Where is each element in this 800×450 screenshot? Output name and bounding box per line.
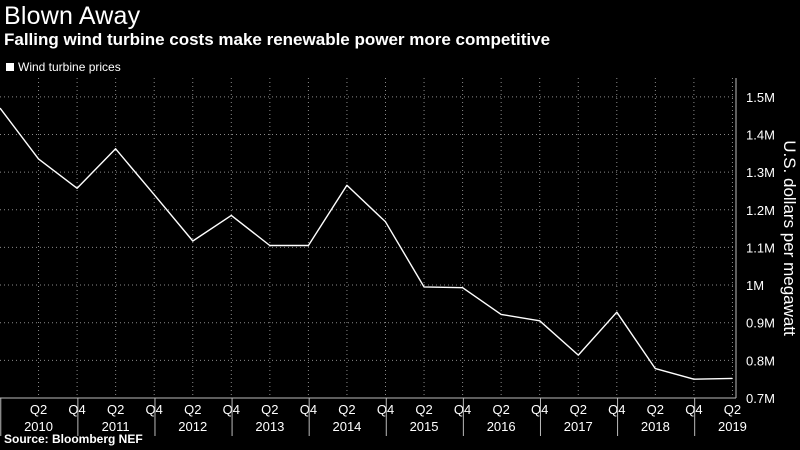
x-tick-label: Q4	[531, 402, 548, 417]
x-year-label: 2017	[564, 419, 593, 434]
x-year-label: 2010	[24, 419, 53, 434]
y-axis-label: U.S. dollars per megawatt	[780, 140, 799, 336]
x-tick-label: Q4	[685, 402, 702, 417]
x-tick-label: Q4	[68, 402, 85, 417]
y-tick-label: 0.7M	[746, 391, 775, 406]
y-tick-label: 1.5M	[746, 90, 775, 105]
x-tick-label: Q2	[107, 402, 124, 417]
x-tick-label: Q2	[338, 402, 355, 417]
x-year-label: 2011	[102, 419, 130, 434]
source-note: Source: Bloomberg NEF	[4, 432, 143, 446]
x-tick-label: Q4	[608, 402, 625, 417]
x-tick-label: Q2	[570, 402, 587, 417]
x-tick-label: Q2	[415, 402, 432, 417]
x-tick-label: Q2	[30, 402, 47, 417]
x-tick-label: Q2	[184, 402, 201, 417]
y-tick-label: 1.1M	[746, 240, 775, 255]
series-line	[0, 107, 733, 380]
x-year-label: 2018	[641, 419, 670, 434]
x-year-label: 2016	[487, 419, 516, 434]
x-tick-label: Q4	[377, 402, 394, 417]
x-year-label: 2014	[332, 419, 361, 434]
x-tick-label: Q2	[724, 402, 741, 417]
y-tick-label: 0.9M	[746, 316, 775, 331]
x-tick-label: Q4	[300, 402, 317, 417]
y-tick-label: 0.8M	[746, 353, 775, 368]
y-tick-label: 1.3M	[746, 165, 775, 180]
legend-label: Wind turbine prices	[18, 60, 121, 74]
chart-title: Blown Away	[4, 2, 141, 30]
legend: Wind turbine prices	[6, 60, 121, 74]
x-year-label: 2019	[718, 419, 747, 434]
x-tick-label: Q2	[492, 402, 509, 417]
legend-swatch	[6, 63, 14, 71]
x-tick-label: Q4	[454, 402, 471, 417]
x-year-label: 2015	[410, 419, 439, 434]
x-tick-label: Q2	[261, 402, 278, 417]
y-tick-label: 1.4M	[746, 127, 775, 142]
y-tick-label: 1.2M	[746, 203, 775, 218]
x-tick-label: Q4	[223, 402, 240, 417]
x-year-label: 2012	[178, 419, 207, 434]
x-tick-label: Q4	[146, 402, 163, 417]
x-tick-label: Q2	[647, 402, 664, 417]
y-tick-label: 1M	[746, 278, 764, 293]
chart-subtitle: Falling wind turbine costs make renewabl…	[4, 30, 551, 49]
x-year-label: 2013	[255, 419, 284, 434]
